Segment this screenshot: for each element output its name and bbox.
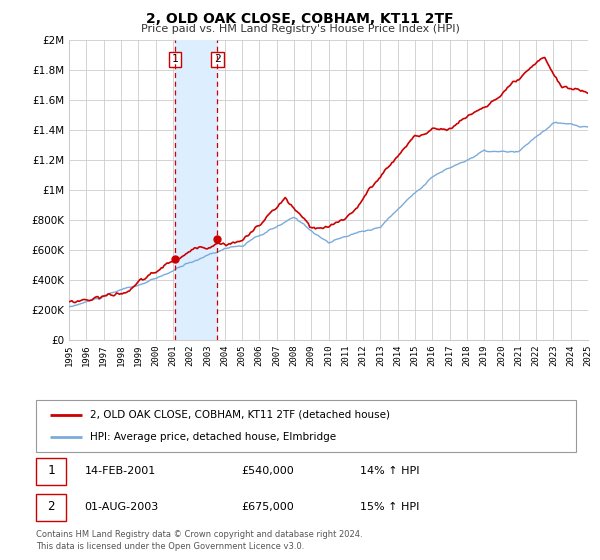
Text: 1: 1: [172, 54, 178, 64]
Text: Price paid vs. HM Land Registry's House Price Index (HPI): Price paid vs. HM Land Registry's House …: [140, 24, 460, 34]
Text: HPI: Average price, detached house, Elmbridge: HPI: Average price, detached house, Elmb…: [90, 432, 336, 442]
Text: 2, OLD OAK CLOSE, COBHAM, KT11 2TF (detached house): 2, OLD OAK CLOSE, COBHAM, KT11 2TF (deta…: [90, 409, 390, 419]
Bar: [36, 458, 66, 484]
Text: Contains HM Land Registry data © Crown copyright and database right 2024.: Contains HM Land Registry data © Crown c…: [36, 530, 362, 539]
Text: 2: 2: [47, 501, 55, 514]
Text: 01-AUG-2003: 01-AUG-2003: [85, 502, 159, 512]
Bar: [175, 40, 217, 340]
Bar: [36, 493, 66, 520]
Text: 1: 1: [47, 464, 55, 478]
Text: This data is licensed under the Open Government Licence v3.0.: This data is licensed under the Open Gov…: [36, 542, 304, 551]
Text: 14-FEB-2001: 14-FEB-2001: [85, 466, 156, 476]
Text: 2, OLD OAK CLOSE, COBHAM, KT11 2TF: 2, OLD OAK CLOSE, COBHAM, KT11 2TF: [146, 12, 454, 26]
Text: 14% ↑ HPI: 14% ↑ HPI: [360, 466, 419, 476]
Text: £675,000: £675,000: [241, 502, 294, 512]
Text: 2: 2: [214, 54, 221, 64]
Text: £540,000: £540,000: [241, 466, 294, 476]
Text: 15% ↑ HPI: 15% ↑ HPI: [360, 502, 419, 512]
